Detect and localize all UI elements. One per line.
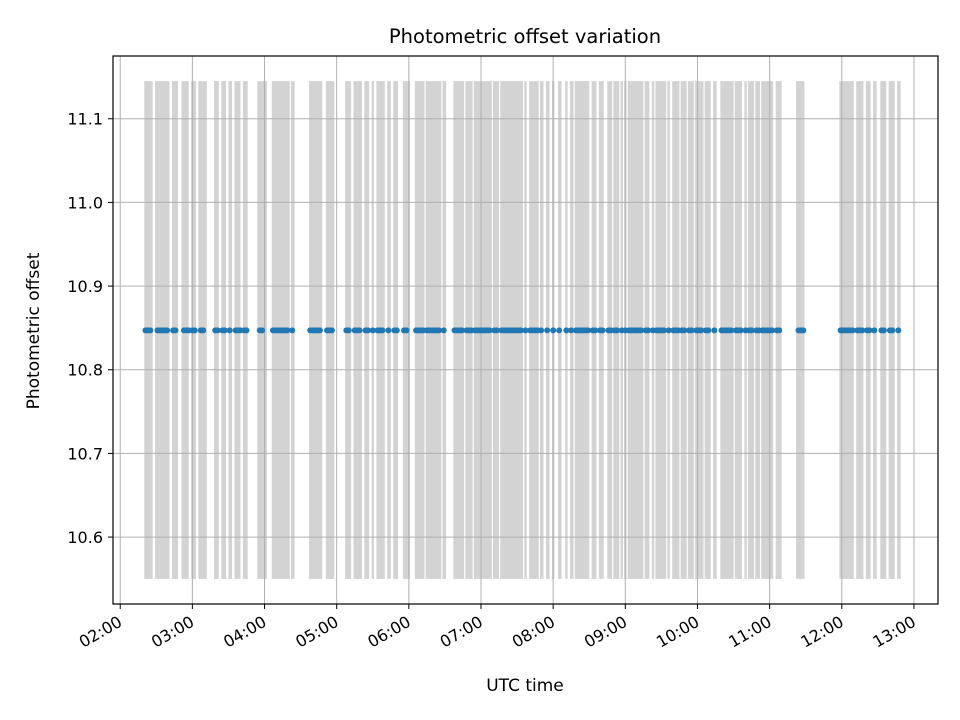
data-point — [243, 327, 250, 334]
data-point — [328, 327, 335, 334]
data-point — [800, 327, 807, 334]
x-axis-label: UTC time — [486, 676, 564, 696]
y-tick-label: 10.9 — [67, 277, 103, 296]
y-tick-label: 10.8 — [67, 361, 103, 380]
data-point — [645, 327, 652, 334]
data-point — [172, 327, 179, 334]
data-point — [698, 327, 705, 334]
data-point — [613, 327, 620, 334]
data-point — [544, 327, 551, 334]
data-point — [221, 327, 228, 334]
data-point — [568, 327, 575, 334]
plot-frame — [112, 55, 939, 605]
data-point — [214, 327, 221, 334]
data-point — [458, 327, 465, 334]
y-tick-label: 10.6 — [67, 528, 103, 547]
data-point — [737, 327, 744, 334]
data-point — [688, 327, 695, 334]
y-tick-label: 11.0 — [67, 193, 103, 212]
data-point — [563, 327, 570, 334]
data-point — [316, 327, 323, 334]
data-point — [859, 327, 866, 334]
data-point — [849, 327, 856, 334]
data-point — [895, 327, 902, 334]
data-point — [356, 327, 363, 334]
data-point — [369, 327, 376, 334]
data-point — [289, 327, 296, 334]
data-point — [705, 327, 712, 334]
data-point — [585, 327, 592, 334]
data-point — [556, 327, 563, 334]
data-point — [550, 327, 557, 334]
data-point — [164, 327, 171, 334]
data-point — [200, 327, 207, 334]
data-point — [440, 327, 447, 334]
data-point — [284, 327, 291, 334]
data-point — [711, 327, 718, 334]
data-point — [345, 327, 352, 334]
data-point — [403, 327, 410, 334]
data-point — [364, 327, 371, 334]
data-point — [147, 327, 154, 334]
data-point — [486, 327, 493, 334]
data-point — [637, 327, 644, 334]
data-point — [226, 327, 233, 334]
data-point — [493, 327, 500, 334]
data-point — [728, 327, 735, 334]
data-point — [522, 327, 529, 334]
y-axis-label: Photometric offset — [24, 252, 44, 409]
data-point — [517, 327, 524, 334]
data-point — [435, 327, 442, 334]
chart-title: Photometric offset variation — [389, 25, 661, 48]
data-point — [748, 327, 755, 334]
data-point — [681, 327, 688, 334]
data-point — [599, 327, 606, 334]
data-point — [880, 327, 887, 334]
data-point — [871, 327, 878, 334]
data-point — [379, 327, 386, 334]
data-point — [393, 327, 400, 334]
data-point — [776, 327, 783, 334]
data-point — [259, 327, 266, 334]
y-tick-label: 11.1 — [67, 110, 103, 129]
data-point — [889, 327, 896, 334]
data-point — [769, 327, 776, 334]
data-point — [866, 327, 873, 334]
data-point — [592, 327, 599, 334]
data-point — [660, 327, 667, 334]
y-tick-label: 10.7 — [67, 444, 103, 463]
data-point — [665, 327, 672, 334]
data-point — [385, 327, 392, 334]
data-point — [191, 327, 198, 334]
data-point — [538, 327, 545, 334]
points-layer — [142, 327, 902, 334]
